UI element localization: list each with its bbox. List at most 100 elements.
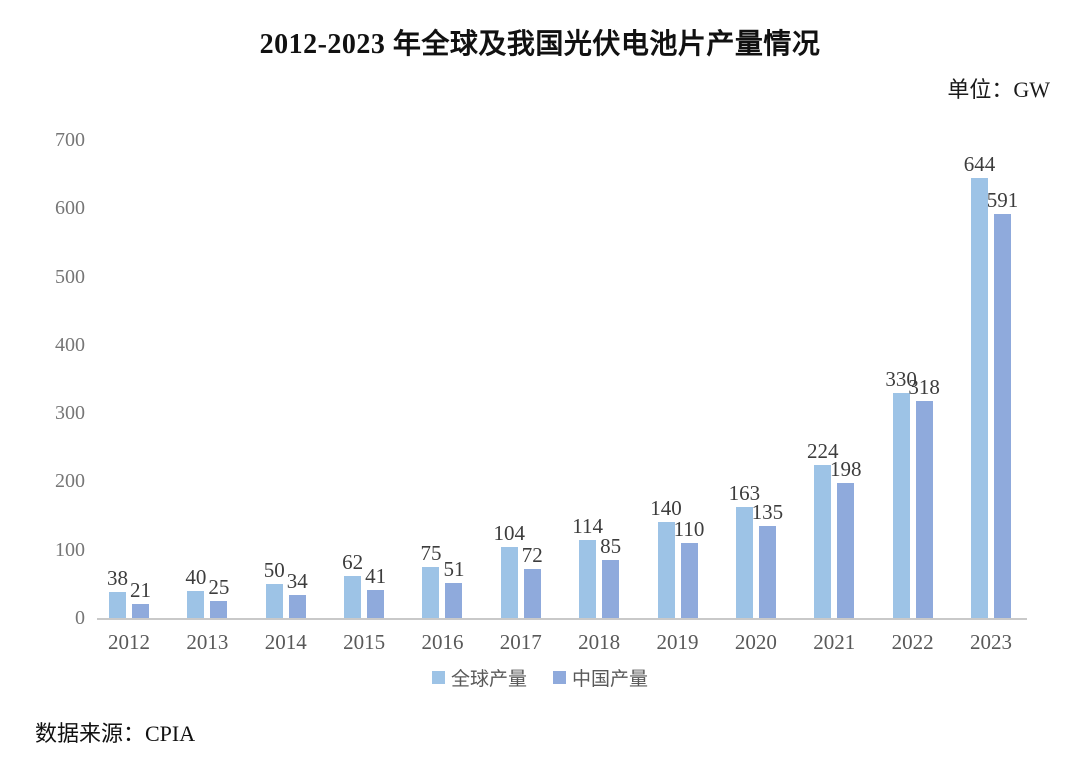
bar-global-2021 xyxy=(814,465,832,618)
x-tick-2023: 2023 xyxy=(969,630,1012,654)
legend-item-global: 全球产量 xyxy=(431,664,527,691)
value-label-global-2014: 50 xyxy=(263,557,285,582)
bar-col-china-2017: 72 xyxy=(522,543,543,618)
value-label-global-2022: 330 xyxy=(885,366,917,391)
value-label-global-2018: 114 xyxy=(572,514,604,539)
value-label-china-2012: 21 xyxy=(130,577,151,602)
plot-area: 38 21 2012 40 25 2013 50 34 2014 62 41 2015 75 51 2016… xyxy=(97,140,1027,654)
bar-china-2018 xyxy=(602,559,620,618)
bar-col-china-2014: 34 xyxy=(287,569,308,618)
bar-group-2013: 40 25 2013 xyxy=(185,140,230,654)
y-tick-500: 500 xyxy=(55,265,85,288)
x-tick-2019: 2019 xyxy=(656,630,699,654)
bar-global-2018 xyxy=(579,540,597,618)
value-label-global-2020: 163 xyxy=(728,480,761,505)
bar-group-2015: 62 41 2015 xyxy=(342,140,387,654)
y-tick-700: 700 xyxy=(55,129,85,151)
bar-group-2020: 163 135 2020 xyxy=(729,140,784,654)
legend-item-china: 中国产量 xyxy=(553,664,648,691)
value-label-china-2023: 591 xyxy=(986,188,1019,213)
value-label-global-2023: 644 xyxy=(963,152,996,177)
value-label-china-2017: 72 xyxy=(521,542,543,567)
value-label-china-2022: 318 xyxy=(908,374,940,399)
legend-swatch-icon xyxy=(431,671,445,684)
bar-group-2023: 644 591 2023 xyxy=(964,140,1019,654)
bar-global-2020 xyxy=(735,506,753,618)
x-tick-2016: 2016 xyxy=(421,630,464,654)
x-tick-2021: 2021 xyxy=(813,630,856,654)
bar-global-2017 xyxy=(500,546,518,618)
bar-china-2019 xyxy=(680,542,698,618)
bar-global-2016 xyxy=(422,566,440,618)
value-label-china-2018: 85 xyxy=(600,533,622,558)
bar-group-2017: 104 72 2017 xyxy=(494,140,543,654)
value-label-china-2014: 34 xyxy=(286,568,308,593)
legend-label-china: 中国产量 xyxy=(572,669,649,690)
bar-col-global-2020: 163 xyxy=(729,481,760,618)
x-tick-2022: 2022 xyxy=(891,630,934,654)
value-label-china-2019: 110 xyxy=(673,516,705,541)
legend: 全球产量 中国产量 xyxy=(0,664,1080,691)
bar-col-china-2016: 51 xyxy=(443,557,464,618)
chart-title: 2012-2023 年全球及我国光伏电池片产量情况 xyxy=(259,29,821,60)
value-label-china-2013: 25 xyxy=(208,574,230,599)
y-tick-0: 0 xyxy=(75,607,85,629)
y-tick-200: 200 xyxy=(55,470,85,493)
bar-col-global-2013: 40 xyxy=(185,565,206,618)
value-label-global-2016: 75 xyxy=(420,540,442,565)
bar-group-2021: 224 198 2021 xyxy=(807,140,862,654)
bar-col-global-2017: 104 xyxy=(494,521,525,618)
value-label-global-2012: 38 xyxy=(107,566,128,591)
bar-global-2023 xyxy=(970,178,988,618)
legend-swatch-icon xyxy=(553,671,566,684)
x-tick-2020: 2020 xyxy=(734,630,777,654)
bar-col-china-2020: 135 xyxy=(752,500,783,618)
y-tick-300: 300 xyxy=(55,402,85,425)
bar-group-2018: 114 85 2018 xyxy=(572,140,622,654)
y-tick-600: 600 xyxy=(55,197,85,220)
value-label-china-2020: 135 xyxy=(751,499,784,524)
bar-col-global-2022: 330 xyxy=(885,367,917,618)
bar-col-global-2021: 224 xyxy=(807,439,838,618)
bar-china-2023 xyxy=(993,214,1011,618)
bar-global-2019 xyxy=(657,522,675,618)
bar-china-2016 xyxy=(445,583,463,618)
bar-col-global-2015: 62 xyxy=(342,550,363,618)
source-note: 数据来源：CPIA xyxy=(35,721,196,746)
bar-col-global-2019: 140 xyxy=(650,496,682,618)
bar-group-2016: 75 51 2016 xyxy=(420,140,464,654)
bar-col-global-2016: 75 xyxy=(420,541,441,618)
bar-group-2014: 50 34 2014 xyxy=(263,140,308,654)
unit-label: 单位：GW xyxy=(947,77,1050,102)
x-tick-2014: 2014 xyxy=(264,630,307,654)
value-label-global-2021: 224 xyxy=(806,439,839,464)
bar-china-2022 xyxy=(915,400,933,618)
bar-global-2022 xyxy=(892,392,910,618)
bar-china-2017 xyxy=(523,568,541,618)
value-label-china-2016: 51 xyxy=(443,557,465,582)
y-tick-100: 100 xyxy=(55,538,85,561)
x-tick-2013: 2013 xyxy=(186,630,229,654)
x-tick-2018: 2018 xyxy=(578,630,621,654)
bar-col-global-2012: 38 xyxy=(107,566,128,618)
bar-col-global-2023: 644 xyxy=(964,152,995,618)
legend-label-global: 全球产量 xyxy=(450,669,527,690)
value-label-china-2015: 41 xyxy=(365,564,387,589)
x-tick-2017: 2017 xyxy=(499,630,542,654)
bar-group-2019: 140 110 2019 xyxy=(650,140,704,654)
bar-china-2012 xyxy=(132,603,149,618)
bar-china-2013 xyxy=(210,600,228,618)
x-tick-2015: 2015 xyxy=(343,630,386,654)
bar-chart: 0 100 200 300 400 500 600 700 38 21 2012 40 25 2013 5… xyxy=(35,129,1045,700)
value-label-global-2017: 104 xyxy=(493,520,526,545)
bar-col-global-2018: 114 xyxy=(572,514,603,618)
value-label-global-2015: 62 xyxy=(342,549,364,574)
bar-china-2015 xyxy=(367,590,385,618)
bar-global-2012 xyxy=(109,592,126,618)
value-label-global-2019: 140 xyxy=(650,496,682,521)
bar-china-2020 xyxy=(758,525,776,618)
bar-global-2013 xyxy=(187,590,205,618)
bar-col-china-2019: 110 xyxy=(674,517,704,618)
bar-china-2014 xyxy=(288,594,306,618)
